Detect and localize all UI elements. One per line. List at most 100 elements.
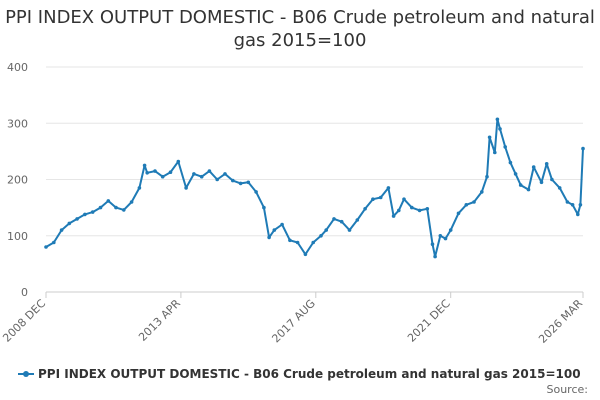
- data-point[interactable]: [425, 207, 430, 211]
- data-point[interactable]: [280, 222, 284, 227]
- data-point[interactable]: [581, 146, 585, 151]
- x-tick-label: 2013 APR: [136, 297, 183, 344]
- data-point[interactable]: [438, 234, 443, 238]
- data-point[interactable]: [192, 172, 196, 176]
- data-point[interactable]: [544, 162, 549, 166]
- legend-line-marker-icon: [18, 368, 34, 380]
- data-point[interactable]: [557, 186, 562, 190]
- data-point[interactable]: [487, 135, 492, 140]
- data-point[interactable]: [518, 183, 523, 187]
- data-point[interactable]: [578, 203, 583, 207]
- data-point[interactable]: [311, 240, 316, 245]
- series-layer: [44, 117, 585, 259]
- data-point[interactable]: [550, 177, 554, 182]
- data-point[interactable]: [267, 235, 271, 240]
- data-point[interactable]: [319, 234, 323, 238]
- data-point[interactable]: [83, 212, 87, 217]
- series-line: [45, 118, 584, 258]
- data-point[interactable]: [75, 217, 79, 221]
- chart-title: PPI INDEX OUTPUT DOMESTIC - B06 Crude pe…: [5, 7, 595, 51]
- data-point[interactable]: [160, 174, 165, 179]
- data-point[interactable]: [67, 221, 72, 226]
- data-point[interactable]: [417, 208, 422, 213]
- data-point[interactable]: [288, 238, 292, 243]
- data-point[interactable]: [386, 186, 391, 190]
- data-point[interactable]: [324, 228, 329, 232]
- data-point[interactable]: [493, 150, 497, 155]
- data-point[interactable]: [378, 195, 383, 200]
- data-point[interactable]: [145, 171, 149, 175]
- data-point[interactable]: [44, 245, 48, 249]
- data-point[interactable]: [464, 203, 469, 207]
- source-label: Source:: [546, 383, 589, 396]
- data-point[interactable]: [371, 197, 375, 201]
- data-point[interactable]: [472, 200, 476, 204]
- data-point[interactable]: [355, 218, 360, 222]
- x-tick-label: 2017 AUG: [269, 297, 318, 346]
- data-point[interactable]: [184, 186, 188, 190]
- data-point[interactable]: [262, 205, 266, 210]
- data-point[interactable]: [176, 159, 181, 164]
- data-point[interactable]: [508, 160, 513, 165]
- data-point[interactable]: [430, 242, 435, 246]
- legend-label: PPI INDEX OUTPUT DOMESTIC - B06 Crude pe…: [38, 367, 581, 381]
- data-point[interactable]: [231, 178, 235, 183]
- data-point[interactable]: [433, 254, 437, 259]
- data-point[interactable]: [90, 210, 95, 214]
- data-point[interactable]: [410, 205, 414, 210]
- data-point[interactable]: [59, 228, 64, 232]
- data-point[interactable]: [503, 145, 508, 149]
- data-point[interactable]: [238, 181, 243, 186]
- data-point[interactable]: [576, 212, 580, 217]
- x-tick-label: 2021 DEC: [405, 297, 453, 345]
- data-point[interactable]: [52, 240, 56, 245]
- data-point[interactable]: [199, 174, 204, 179]
- data-point[interactable]: [114, 205, 118, 210]
- data-point[interactable]: [531, 165, 536, 169]
- data-point[interactable]: [246, 180, 251, 185]
- data-point[interactable]: [254, 190, 258, 194]
- data-point[interactable]: [397, 208, 401, 213]
- data-point[interactable]: [168, 170, 173, 174]
- data-point[interactable]: [448, 228, 453, 232]
- data-point[interactable]: [295, 240, 300, 245]
- data-point[interactable]: [272, 228, 277, 232]
- data-point[interactable]: [142, 163, 147, 168]
- data-point[interactable]: [98, 205, 103, 210]
- legend[interactable]: PPI INDEX OUTPUT DOMESTIC - B06 Crude pe…: [18, 365, 581, 383]
- data-point[interactable]: [480, 190, 484, 194]
- data-point[interactable]: [129, 200, 134, 204]
- data-point[interactable]: [122, 208, 126, 212]
- data-point[interactable]: [498, 127, 502, 131]
- data-point[interactable]: [347, 228, 352, 232]
- data-point[interactable]: [495, 117, 500, 122]
- data-point[interactable]: [339, 219, 344, 224]
- y-tick-label: 200: [7, 174, 28, 187]
- data-point[interactable]: [391, 214, 396, 218]
- data-point[interactable]: [207, 169, 212, 173]
- data-point[interactable]: [106, 199, 111, 203]
- data-point[interactable]: [485, 174, 489, 179]
- data-point[interactable]: [570, 203, 575, 207]
- data-point[interactable]: [402, 197, 406, 201]
- data-point[interactable]: [153, 169, 157, 173]
- data-point[interactable]: [565, 200, 570, 204]
- data-point[interactable]: [456, 211, 461, 216]
- data-point[interactable]: [513, 172, 518, 176]
- data-point[interactable]: [137, 186, 142, 190]
- y-tick-label: 400: [7, 61, 28, 74]
- data-point[interactable]: [223, 172, 227, 176]
- data-point[interactable]: [215, 177, 219, 182]
- data-point[interactable]: [443, 236, 448, 241]
- data-point[interactable]: [332, 217, 336, 221]
- data-point[interactable]: [539, 180, 544, 185]
- data-point[interactable]: [526, 187, 531, 192]
- gridlines: [46, 66, 583, 237]
- x-tick-label: 2026 MAR: [536, 297, 585, 346]
- y-tick-label: 0: [21, 286, 28, 299]
- data-point[interactable]: [363, 207, 367, 211]
- axes: 0 100 200 300 400 2008 DEC 2013 APR 2017 AUG 202…: [0, 61, 585, 346]
- data-point[interactable]: [303, 252, 308, 257]
